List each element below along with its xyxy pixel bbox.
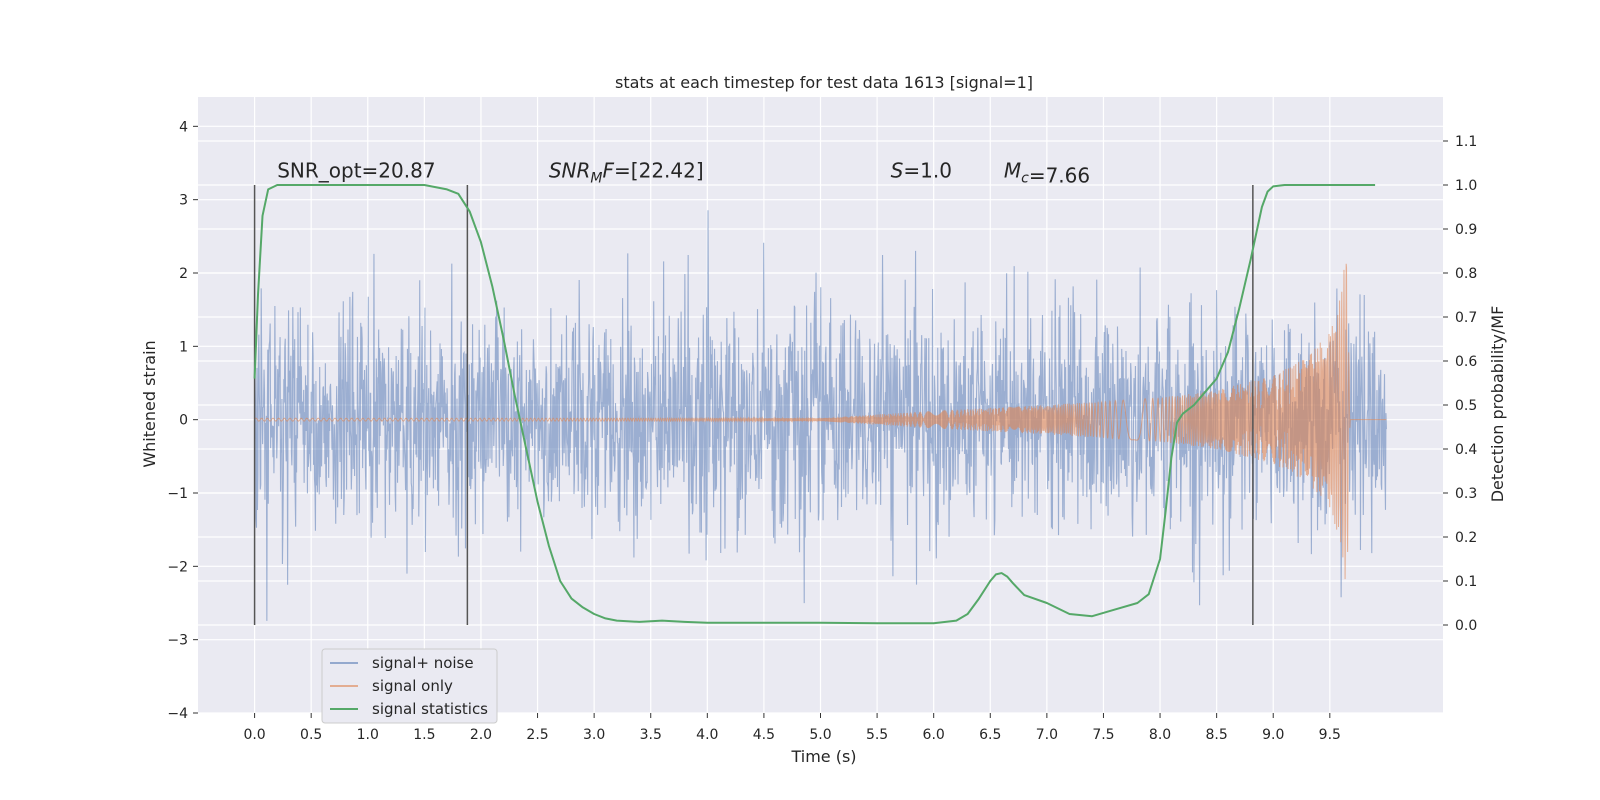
vertical-markers	[253, 185, 1254, 625]
x-tick-label: 3.0	[583, 727, 605, 743]
y-left-tick-label: 4	[179, 119, 188, 135]
y-right-tick-label: 0.3	[1455, 486, 1477, 502]
y-right-tick-label: 0.6	[1455, 354, 1477, 370]
x-tick-label: 7.0	[1036, 727, 1058, 743]
y-right-tick-label: 0.0	[1455, 618, 1477, 634]
signal-only-line	[254, 263, 1387, 580]
y-right-tick-label: 0.5	[1455, 398, 1477, 414]
y-left-tick-label: 3	[179, 193, 188, 209]
legend-label-signal-noise: signal+ noise	[372, 654, 474, 672]
legend-box	[321, 648, 498, 724]
x-tick-label: 8.5	[1206, 727, 1228, 743]
legend-label-signal-statistics: signal statistics	[372, 700, 488, 718]
x-tick-label: 9.0	[1262, 727, 1284, 743]
y-left-tick-label: −3	[167, 633, 188, 649]
x-tick-label: 6.5	[979, 727, 1001, 743]
signal-noise-line	[254, 210, 1387, 621]
series-signal-plus-noise	[254, 210, 1387, 621]
y-left-tick-label: −1	[167, 486, 188, 502]
y-right-tick-label: 0.2	[1455, 530, 1477, 546]
x-tick-label: 2.0	[470, 727, 492, 743]
x-tick-label: 3.5	[640, 727, 662, 743]
x-tick-label: 1.0	[357, 727, 379, 743]
x-tick-label: 5.5	[866, 727, 888, 743]
y-right-tick-label: 0.9	[1455, 222, 1477, 238]
series-signal-only	[254, 263, 1387, 580]
x-tick-label: 5.0	[809, 727, 831, 743]
legend: signal+ noise signal only signal statist…	[321, 648, 498, 724]
x-tick-label: 1.5	[413, 727, 435, 743]
y-axis-label-left: Whitened strain	[140, 340, 159, 467]
x-tick-label: 4.5	[753, 727, 775, 743]
annotation: SNR_opt=20.87	[277, 159, 435, 183]
x-tick-label: 6.0	[923, 727, 945, 743]
y-left-tick-label: 0	[179, 413, 188, 429]
series-signal-statistics	[253, 184, 1376, 625]
signal-statistics-line	[253, 184, 1376, 625]
x-tick-label: 0.0	[243, 727, 265, 743]
x-tick-label: 9.5	[1319, 727, 1341, 743]
y-right-tick-label: 0.1	[1455, 574, 1477, 590]
y-left-tick-label: 2	[179, 266, 188, 282]
x-axis-label: Time (s)	[790, 747, 856, 766]
x-tick-label: 2.5	[526, 727, 548, 743]
y-axis-label-right: Detection probability/MF	[1488, 306, 1507, 503]
tick-labels: 0.0 0.5 1.0 1.5 2.0 2.5 3.0 3.5 4.0 4.5 5.0 5.5 6.0 6…	[167, 119, 1477, 743]
annotation: SNRMF=[22.42]	[549, 159, 704, 187]
x-tick-label: 0.5	[300, 727, 322, 743]
x-tick-label: 4.0	[696, 727, 718, 743]
y-left-tick-label: −2	[167, 559, 188, 575]
y-right-tick-label: 0.7	[1455, 310, 1477, 326]
x-tick-label: 7.5	[1092, 727, 1114, 743]
y-left-tick-label: −4	[167, 706, 188, 722]
chart-title: stats at each timestep for test data 161…	[615, 73, 1033, 92]
y-right-tick-label: 0.4	[1455, 442, 1477, 458]
legend-label-signal-only: signal only	[372, 677, 453, 695]
y-right-tick-label: 1.0	[1455, 178, 1477, 194]
annotation: S=1.0	[891, 159, 952, 183]
y-right-tick-label: 1.1	[1455, 134, 1477, 150]
annotation: Mc=7.66	[1004, 159, 1090, 188]
y-right-tick-label: 0.8	[1455, 266, 1477, 282]
annotations: SNR_opt=20.87 SNRMF=[22.42] S=1.0 Mc=7.66	[277, 159, 1090, 188]
y-left-tick-label: 1	[179, 339, 188, 355]
x-tick-label: 8.0	[1149, 727, 1171, 743]
